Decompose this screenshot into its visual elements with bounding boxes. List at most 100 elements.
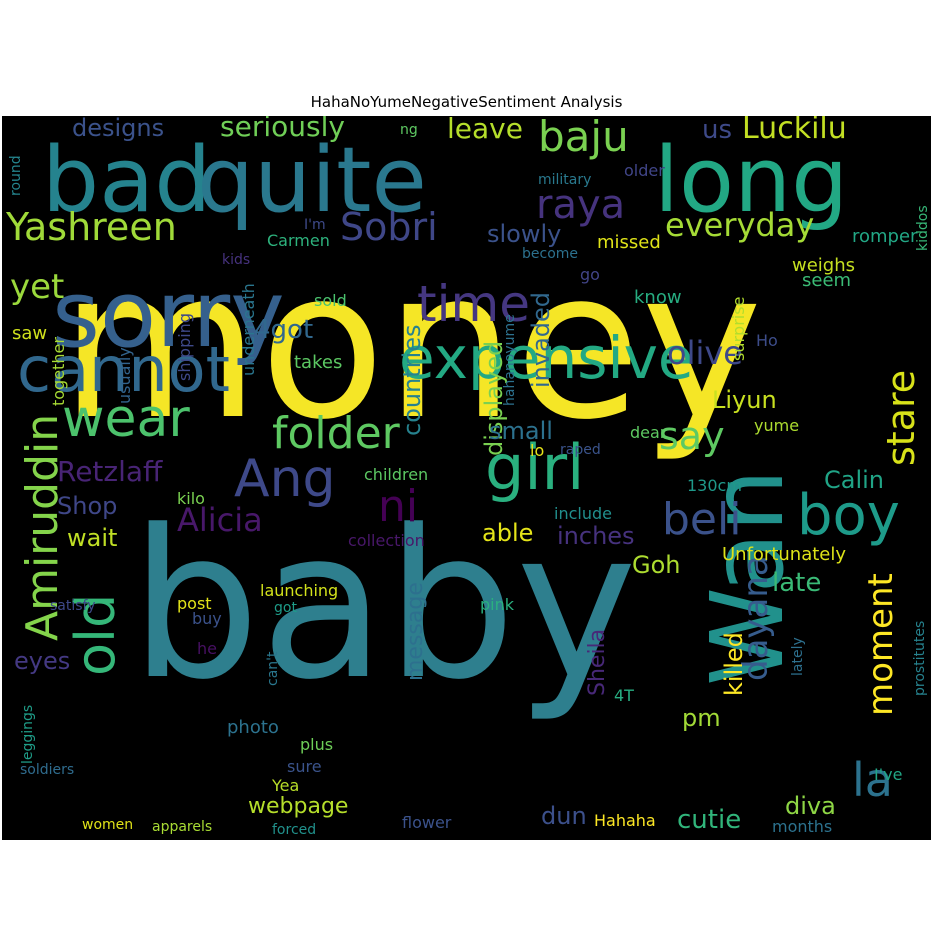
word-cutie: cutie bbox=[677, 805, 741, 835]
word-romper: romper bbox=[852, 226, 918, 247]
word-kids: kids bbox=[222, 252, 250, 268]
word-collection: collection bbox=[348, 531, 425, 550]
word-everyday: everyday bbox=[665, 206, 814, 244]
word-sobri: Sobri bbox=[340, 205, 438, 249]
word-bad: bad bbox=[42, 128, 211, 233]
word-displayed: displayed bbox=[480, 341, 508, 456]
word-goh: Goh bbox=[632, 551, 681, 579]
word-prostitutes: prostitutes bbox=[912, 621, 928, 696]
word-shipping: shipping bbox=[175, 313, 194, 381]
word-unfortunately: Unfortunately bbox=[722, 544, 846, 565]
word-webpage: webpage bbox=[248, 794, 348, 819]
word-lo: lo bbox=[530, 441, 544, 460]
word-ho: Ho bbox=[756, 331, 778, 350]
word-boy: boy bbox=[797, 483, 900, 548]
word-raped: raped bbox=[560, 442, 601, 458]
word-hahaha: Hahaha bbox=[594, 811, 656, 830]
word-designs: designs bbox=[72, 116, 164, 142]
word-round: round bbox=[8, 155, 24, 196]
word-retzlaff: Retzlaff bbox=[57, 455, 163, 488]
word-go: go bbox=[580, 265, 600, 284]
word-say: say bbox=[659, 414, 725, 458]
word-alicia: Alicia bbox=[177, 501, 263, 539]
word-eyes: eyes bbox=[14, 647, 70, 675]
word-yashreen: Yashreen bbox=[5, 205, 177, 249]
word-moment: moment bbox=[861, 573, 901, 716]
word-usually: usually bbox=[115, 347, 134, 404]
word-message: message bbox=[403, 582, 428, 681]
word-seriously: seriously bbox=[220, 116, 345, 143]
word-pink: pink bbox=[480, 595, 515, 614]
word-ni: ni bbox=[378, 481, 418, 532]
word-inches: inches bbox=[557, 522, 635, 550]
word-flower: flower bbox=[402, 813, 452, 832]
word-can-t: can't bbox=[265, 651, 281, 686]
word-apparels: apparels bbox=[152, 819, 212, 835]
word-calin: Calin bbox=[824, 466, 884, 494]
word-countries: countries bbox=[398, 324, 426, 436]
word-kilo: kilo bbox=[177, 489, 205, 508]
word-yume: yume bbox=[754, 416, 799, 435]
word-launching: launching bbox=[260, 581, 338, 600]
word-sorry: sorry bbox=[52, 261, 285, 368]
chart-title: HahaNoYumeNegativeSentiment Analysis bbox=[310, 93, 623, 111]
word-plus: plus bbox=[300, 735, 333, 754]
word-include: include bbox=[554, 504, 612, 523]
word-lately: lately bbox=[790, 637, 806, 676]
word-yea: Yea bbox=[271, 776, 299, 795]
word-wan: Wan bbox=[689, 469, 806, 686]
word-seem: seem bbox=[802, 270, 851, 291]
word-expensive: expensive bbox=[399, 324, 694, 392]
word-130cm: 130cm bbox=[687, 476, 742, 495]
word-amiruddin: Amiruddin bbox=[17, 414, 68, 641]
word-leggings: leggings bbox=[20, 705, 36, 764]
word-older: older bbox=[624, 161, 665, 180]
word-yet: yet bbox=[10, 267, 64, 307]
word-together: together bbox=[49, 337, 68, 406]
word-hahanoyume: hahanoyume bbox=[502, 314, 518, 406]
word-stare: stare bbox=[879, 370, 923, 466]
word-la: la bbox=[852, 753, 893, 807]
word-buy: buy bbox=[192, 609, 222, 628]
word-long: long bbox=[654, 128, 848, 233]
word-saw: saw bbox=[12, 323, 47, 344]
word-post: post bbox=[177, 594, 212, 613]
word-carmen: Carmen bbox=[267, 231, 330, 250]
word-invaded: invaded bbox=[527, 292, 555, 388]
word-4t: 4T bbox=[614, 686, 634, 705]
word-dun: dun bbox=[541, 802, 587, 830]
word-able: able bbox=[482, 519, 533, 547]
word-women: women bbox=[82, 817, 133, 833]
word-military: military bbox=[538, 172, 591, 188]
word-i-m: I'm bbox=[304, 217, 326, 233]
word-cloud: money baby bad quite long sorry Wan cannot expen… bbox=[2, 116, 931, 840]
word-sure: sure bbox=[287, 757, 322, 776]
word-pm: pm bbox=[682, 704, 721, 732]
word-sheila: Sheila bbox=[585, 629, 610, 696]
word-ng: ng bbox=[400, 122, 418, 138]
word-i-ve: I've bbox=[874, 765, 902, 784]
word-killed: killed bbox=[720, 632, 748, 696]
word-liyun: Liyun bbox=[712, 386, 777, 414]
word-cannot: cannot bbox=[17, 333, 230, 406]
word-kiddos: kiddos bbox=[915, 205, 931, 251]
word-shop: Shop bbox=[57, 492, 117, 520]
word-4got: 4got bbox=[254, 315, 313, 345]
word-become: become bbox=[522, 246, 578, 262]
word-time: time bbox=[417, 275, 530, 333]
word-he: he bbox=[197, 639, 217, 658]
word-small: small bbox=[489, 417, 553, 445]
word-baby: baby bbox=[130, 487, 637, 725]
word-wait: wait bbox=[67, 524, 117, 552]
word-olive: olive bbox=[667, 334, 743, 372]
word-us: us bbox=[702, 116, 732, 145]
word-months: months bbox=[772, 817, 832, 836]
word-money: money bbox=[60, 227, 763, 465]
word-sold: sold bbox=[314, 291, 347, 310]
word-dayana: dayana bbox=[736, 555, 776, 681]
word-diva: diva bbox=[785, 792, 836, 820]
word-takes: takes bbox=[294, 352, 342, 373]
word-weighs: weighs bbox=[792, 255, 855, 276]
word-got: got bbox=[274, 600, 297, 616]
word-old: old bbox=[64, 594, 127, 676]
